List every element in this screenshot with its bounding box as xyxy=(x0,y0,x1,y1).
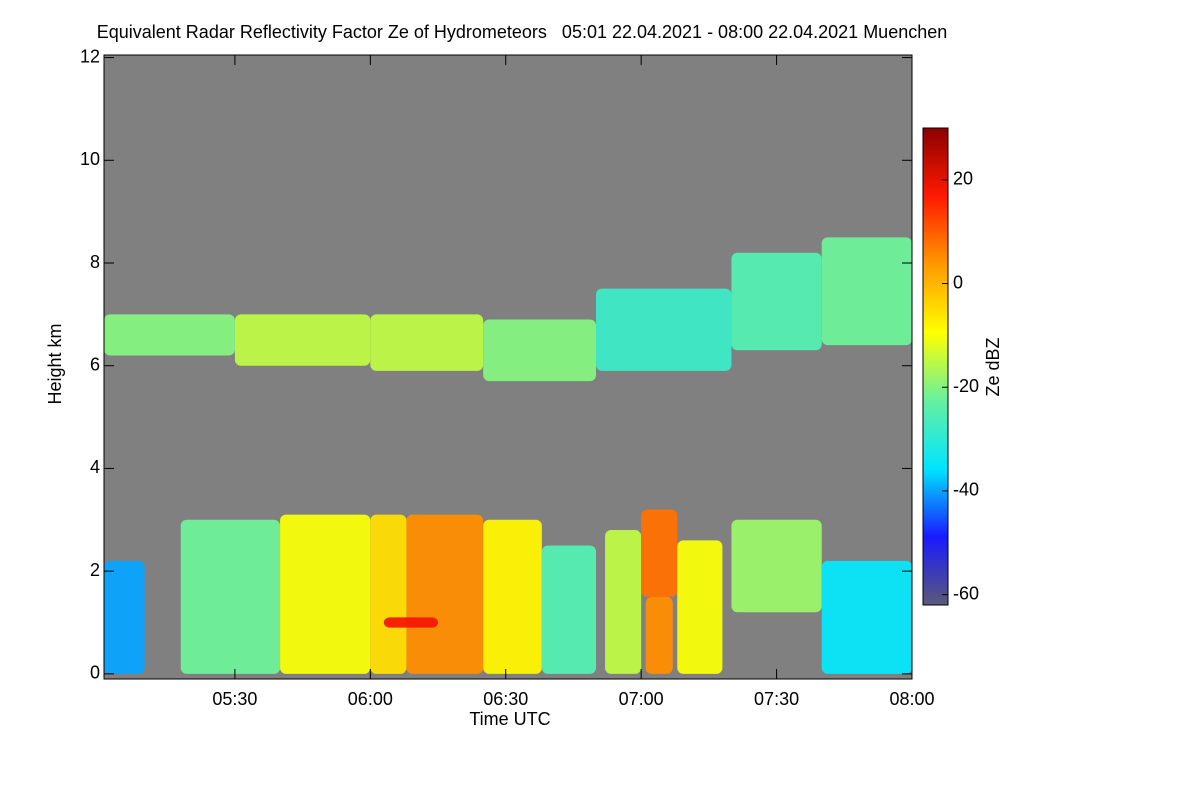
colorbar-tick-label: -40 xyxy=(953,480,979,500)
y-axis-label: Height km xyxy=(45,323,65,404)
echo-cell xyxy=(104,314,235,356)
y-tick-label: 10 xyxy=(80,149,100,169)
y-tick-label: 2 xyxy=(90,560,100,580)
echo-cell xyxy=(370,314,484,371)
echo-cell xyxy=(541,545,597,674)
echo-cell xyxy=(596,288,732,371)
colorbar-tick-label: 20 xyxy=(953,169,973,189)
y-tick-label: 12 xyxy=(80,46,100,66)
echo-cell xyxy=(821,560,912,674)
echo-cell xyxy=(605,530,642,674)
y-tick-label: 6 xyxy=(90,354,100,374)
x-tick-label: 07:30 xyxy=(754,689,799,709)
echo-cell xyxy=(370,514,407,674)
plot-frame xyxy=(103,54,913,680)
echo-cell xyxy=(180,519,281,674)
colorbar-tick-label: -20 xyxy=(953,376,979,396)
echo-cell xyxy=(641,509,678,597)
y-tick-label: 4 xyxy=(90,457,100,477)
x-tick-label: 05:30 xyxy=(212,689,257,709)
echo-cell xyxy=(731,519,822,613)
x-tick-label: 06:00 xyxy=(348,689,393,709)
echo-cell xyxy=(483,319,597,382)
colorbar-tick-label: 0 xyxy=(953,272,963,292)
echo-cell xyxy=(383,617,439,628)
colorbar xyxy=(922,127,949,606)
echo-cell xyxy=(645,596,673,674)
x-tick-label: 08:00 xyxy=(889,689,934,709)
x-axis-label: Time UTC xyxy=(469,709,550,729)
colorbar-tick-label: -60 xyxy=(953,583,979,603)
x-tick-label: 07:00 xyxy=(619,689,664,709)
chart-title: Equivalent Radar Reflectivity Factor Ze … xyxy=(97,22,948,42)
echo-cell xyxy=(821,237,912,346)
colorbar-label: Ze dBZ xyxy=(983,337,1003,396)
echo-cell xyxy=(234,314,371,366)
echo-cell xyxy=(280,514,371,674)
echo-cell xyxy=(483,519,542,674)
echo-cell xyxy=(731,252,822,351)
y-tick-label: 0 xyxy=(90,663,100,683)
y-tick-label: 8 xyxy=(90,252,100,272)
x-tick-label: 06:30 xyxy=(483,689,528,709)
echo-cell xyxy=(104,560,145,674)
echo-cell xyxy=(406,514,484,674)
echo-cell xyxy=(677,540,723,674)
